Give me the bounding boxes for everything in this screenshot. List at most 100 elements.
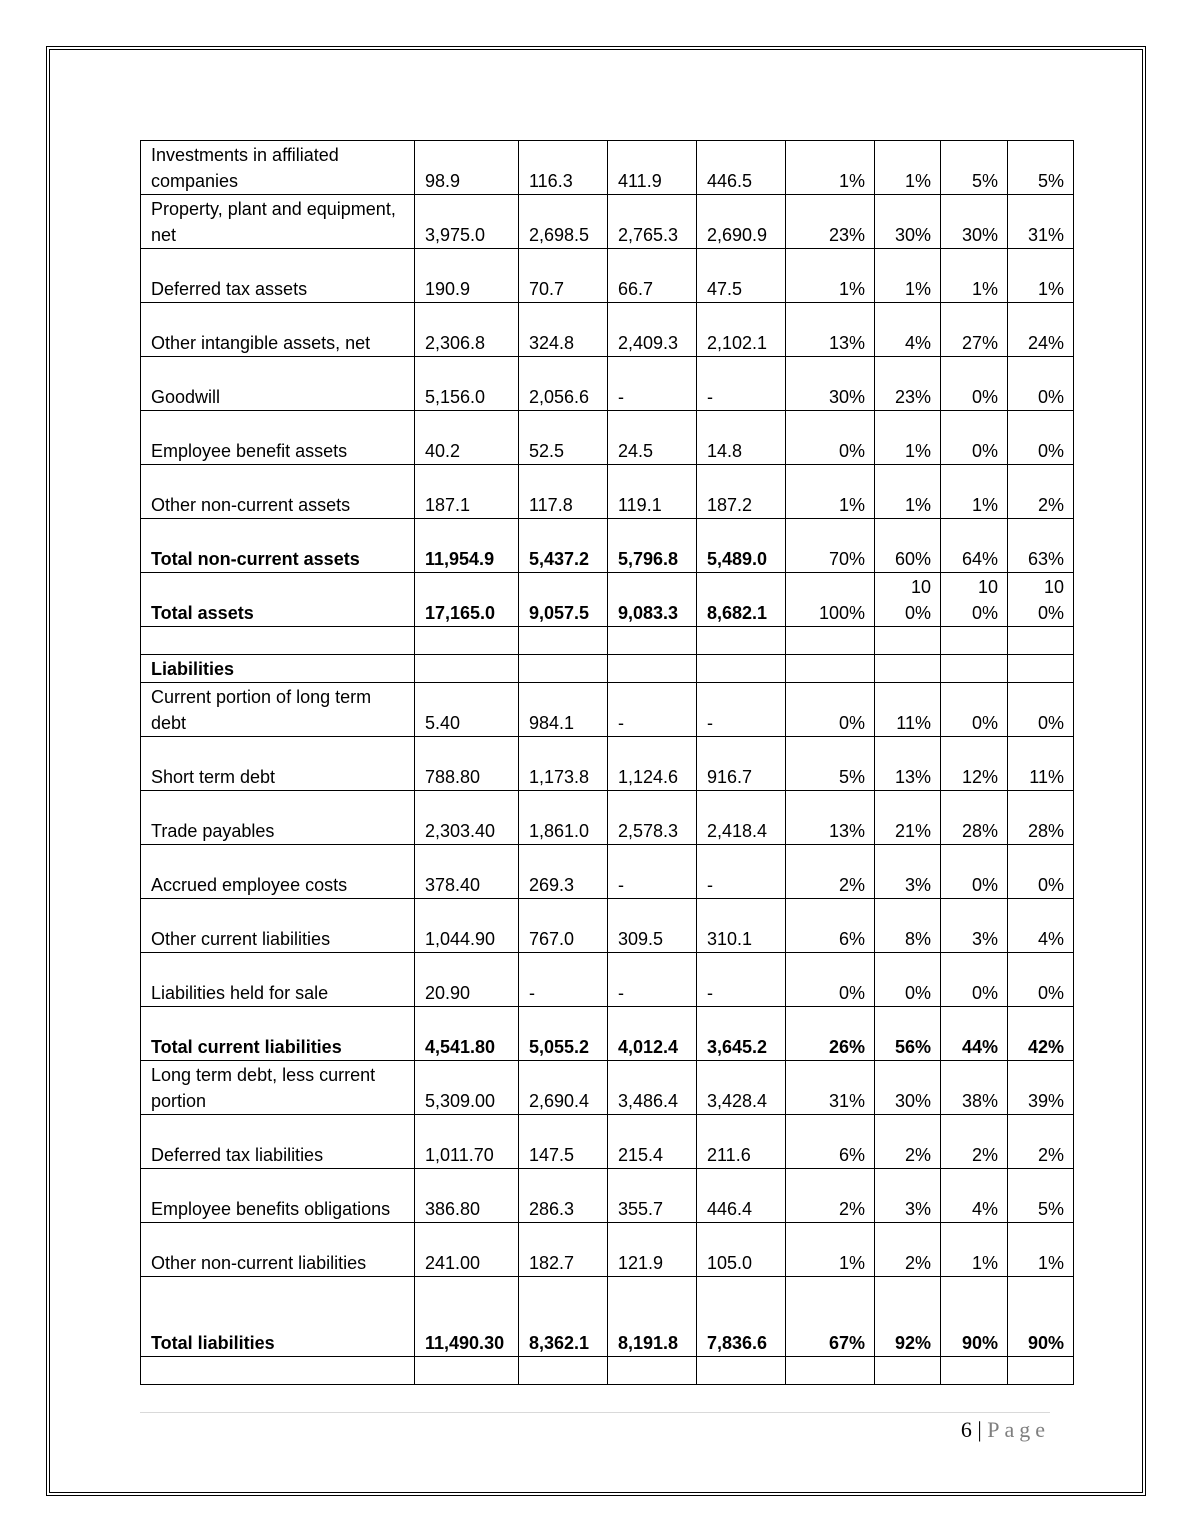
table-row: Long term debt, less current portion 5,30… xyxy=(140,1060,1074,1115)
row-label: Goodwill xyxy=(140,356,415,411)
cell-text: 1% xyxy=(971,279,998,299)
cell-text: 14.8 xyxy=(707,441,743,461)
row-label: Investments in affiliated companies xyxy=(140,140,415,195)
table-cell: 1,861.0 xyxy=(518,790,608,845)
table-cell xyxy=(874,1356,941,1385)
cell-text: 310.1 xyxy=(707,929,753,949)
table-cell: 984.1 xyxy=(518,682,608,737)
cell-text: 64% xyxy=(961,549,998,569)
table-cell: 0% xyxy=(785,410,875,465)
cell-text: 5,055.2 xyxy=(529,1037,590,1057)
footer-separator: | xyxy=(977,1417,982,1442)
row-label: Deferred tax liabilities xyxy=(140,1114,415,1169)
table-cell: 5% xyxy=(940,140,1008,195)
table-row xyxy=(140,626,1074,655)
cell-text: 44% xyxy=(961,1037,998,1057)
cell-text: 0% xyxy=(1037,875,1064,895)
table-cell: 0% xyxy=(940,682,1008,737)
cell-text: Long term debt, less current portion xyxy=(151,1065,376,1111)
cell-text: 67% xyxy=(828,1333,865,1353)
table-cell: 17,165.0 xyxy=(414,572,519,627)
cell-text: 5% xyxy=(1037,1199,1064,1219)
table-cell: 7,836.6 xyxy=(696,1276,786,1357)
cell-text: 11,954.9 xyxy=(425,549,495,569)
table-cell: 13% xyxy=(785,302,875,357)
table-cell: 2% xyxy=(874,1222,941,1277)
table-cell: 119.1 xyxy=(607,464,697,519)
table-row: Accrued employee costs 378.40 269.3 - - 2% 3% 0… xyxy=(140,844,1074,899)
table-cell: 31% xyxy=(1007,194,1074,249)
cell-text: 40.2 xyxy=(425,441,461,461)
cell-text: 100% xyxy=(904,577,931,623)
cell-text: Total non-current assets xyxy=(151,549,360,569)
table-row: Total current liabilities 4,541.80 5,055.2… xyxy=(140,1006,1074,1061)
cell-text: 121.9 xyxy=(618,1253,664,1273)
table-cell: 0% xyxy=(1007,410,1074,465)
cell-text: 1% xyxy=(838,279,865,299)
row-label: Total assets xyxy=(140,572,415,627)
table-cell: 98.9 xyxy=(414,140,519,195)
cell-text: 24.5 xyxy=(618,441,654,461)
table-cell: 9,083.3 xyxy=(607,572,697,627)
table-cell: 13% xyxy=(874,736,941,791)
cell-text: 0% xyxy=(971,713,998,733)
table-cell: 21% xyxy=(874,790,941,845)
table-cell: 2% xyxy=(785,844,875,899)
table-cell: 190.9 xyxy=(414,248,519,303)
table-cell: 90% xyxy=(940,1276,1008,1357)
cell-text: 116.3 xyxy=(529,171,573,191)
table-cell: 26% xyxy=(785,1006,875,1061)
cell-text: 9,083.3 xyxy=(618,603,679,623)
cell-text: 90% xyxy=(961,1333,998,1353)
table-cell: 27% xyxy=(940,302,1008,357)
table-cell: 1% xyxy=(785,140,875,195)
cell-text: 3% xyxy=(904,1199,931,1219)
table-cell: 23% xyxy=(874,356,941,411)
table-cell xyxy=(607,626,697,655)
cell-text: 30% xyxy=(961,225,998,245)
table-cell xyxy=(1007,626,1074,655)
row-label: Deferred tax assets xyxy=(140,248,415,303)
table-cell: 39% xyxy=(1007,1060,1074,1115)
cell-text: 4% xyxy=(971,1199,998,1219)
table-row: Other intangible assets, net 2,306.8 324.8… xyxy=(140,302,1074,357)
cell-text: - xyxy=(707,875,713,895)
cell-text: 5,796.8 xyxy=(618,549,679,569)
cell-text: Total liabilities xyxy=(151,1333,275,1353)
cell-text: 8% xyxy=(904,929,931,949)
table-cell: 310.1 xyxy=(696,898,786,953)
table-cell: 5.40 xyxy=(414,682,519,737)
cell-text: 2% xyxy=(1037,495,1064,515)
cell-text: 5,309.00 xyxy=(425,1091,496,1111)
table-cell: 30% xyxy=(874,194,941,249)
cell-text: 211.6 xyxy=(707,1145,751,1165)
cell-text: 1% xyxy=(838,495,865,515)
table-cell: 2,409.3 xyxy=(607,302,697,357)
table-cell: - xyxy=(607,952,697,1007)
table-cell: 11% xyxy=(1007,736,1074,791)
table-cell: 100% xyxy=(1007,572,1074,627)
table-cell: 100% xyxy=(874,572,941,627)
cell-text: 2% xyxy=(971,1145,998,1165)
cell-text: 0% xyxy=(904,983,931,1003)
table-cell: 378.40 xyxy=(414,844,519,899)
table-cell: 411.9 xyxy=(607,140,697,195)
table-cell xyxy=(940,654,1008,683)
table-row: Other current liabilities 1,044.90 767.0 30… xyxy=(140,898,1074,953)
cell-text: 100% xyxy=(818,603,865,623)
cell-text: 2,690.9 xyxy=(707,225,768,245)
cell-text: 30% xyxy=(894,1091,931,1111)
cell-text: 147.5 xyxy=(529,1145,575,1165)
table-cell: 9,057.5 xyxy=(518,572,608,627)
table-cell: 3% xyxy=(874,844,941,899)
cell-text: 0% xyxy=(1037,441,1064,461)
table-cell: 11% xyxy=(874,682,941,737)
cell-text: 3,486.4 xyxy=(618,1091,679,1111)
cell-text: 1% xyxy=(838,171,865,191)
cell-text: 27% xyxy=(961,333,998,353)
table-cell: 92% xyxy=(874,1276,941,1357)
cell-text: 215.4 xyxy=(618,1145,664,1165)
cell-text: Other intangible assets, net xyxy=(151,333,371,353)
table-cell: 446.5 xyxy=(696,140,786,195)
row-label: Employee benefit assets xyxy=(140,410,415,465)
